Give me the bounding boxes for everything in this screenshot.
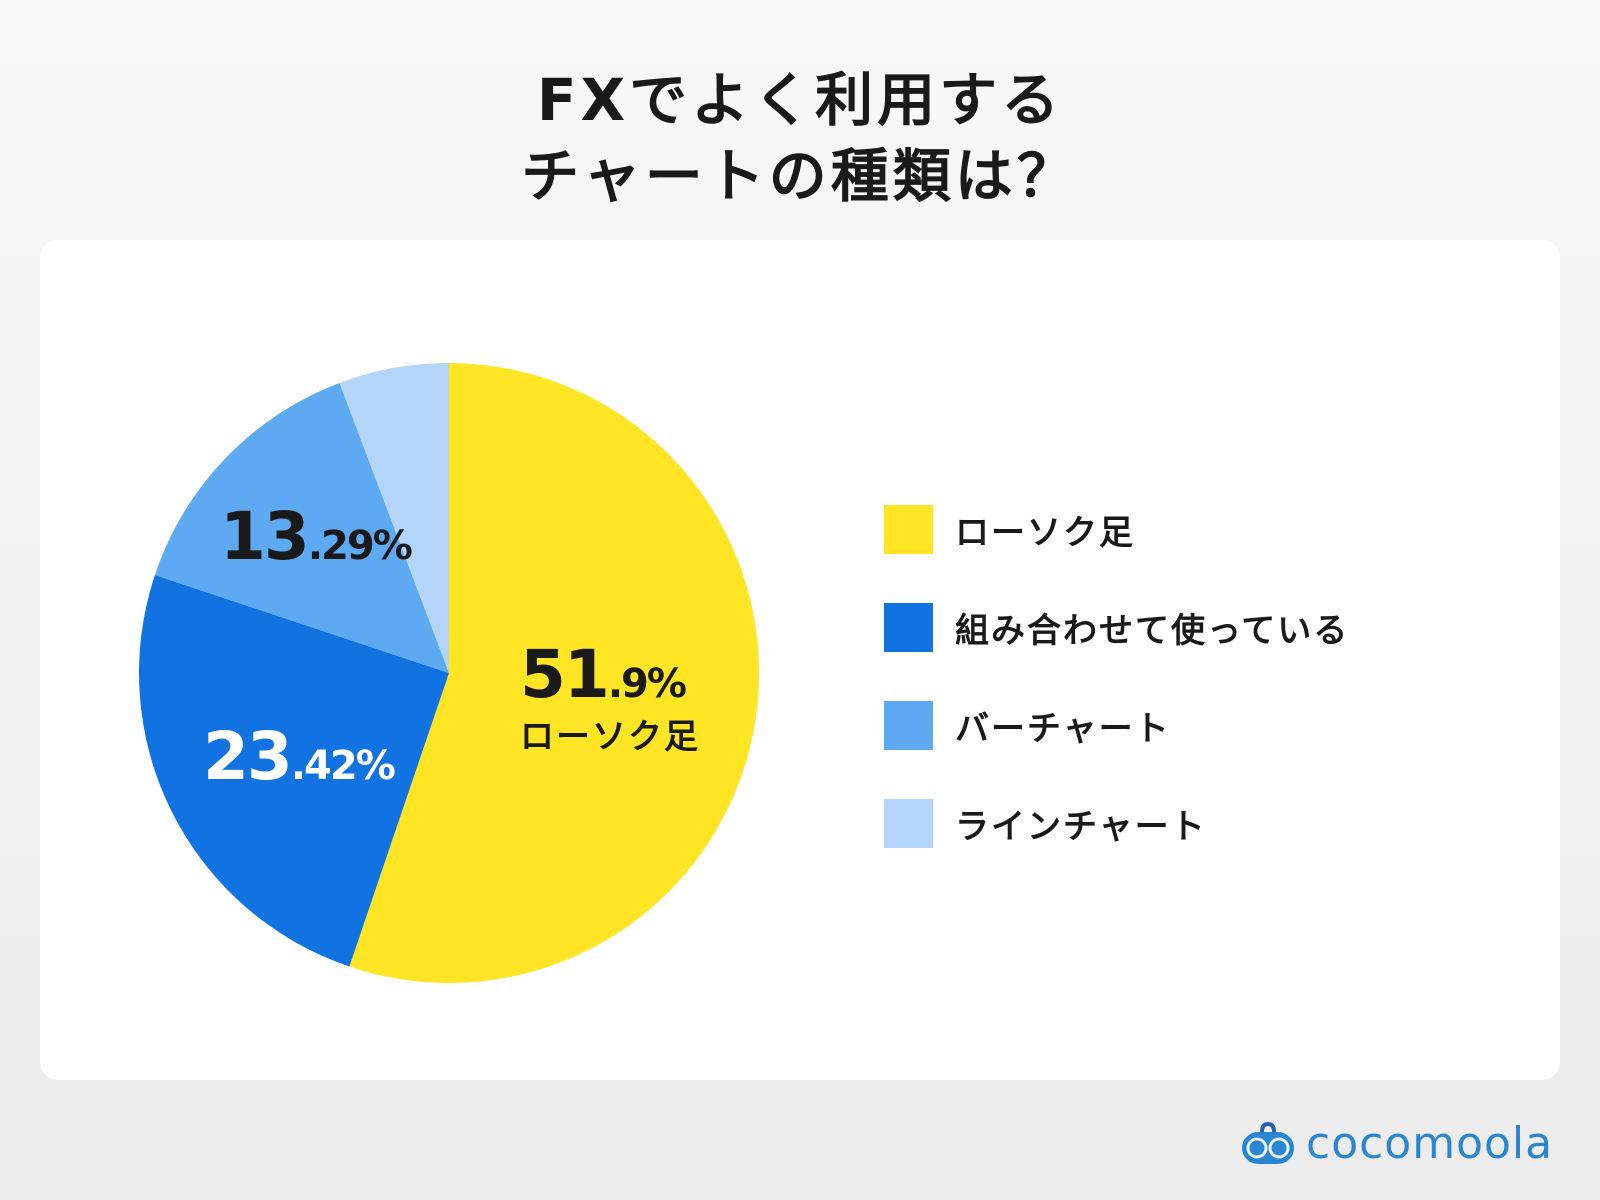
data-label-candlestick: 51.9% ローソク足 (520, 636, 700, 758)
legend-item: バーチャート (884, 701, 1349, 750)
data-label-combination: 23.42% (203, 718, 396, 795)
legend-label: ローソク足 (955, 513, 1135, 553)
legend-label: バーチャート (955, 709, 1171, 749)
data-label-bar-chart: 13.29% (220, 498, 413, 575)
data-label-value: 23 (203, 718, 293, 795)
title-line-1: FXでよく利用する (536, 66, 1064, 134)
data-label-category: ローソク足 (520, 717, 700, 757)
logo-text: cocomoola (1306, 1118, 1554, 1169)
data-label-value: 51 (520, 636, 610, 713)
title-line-2: チャートの種類は？ (521, 142, 1079, 210)
data-label-decimal: .29% (307, 523, 413, 569)
legend-item: ラインチャート (884, 799, 1349, 848)
cocomoola-logo: cocomoola (1240, 1118, 1553, 1169)
legend-item: 組み合わせて使っている (884, 603, 1349, 652)
pie-slice-0 (349, 363, 760, 984)
logo-icon (1242, 1121, 1294, 1164)
data-label-decimal: .9% (607, 661, 687, 707)
legend-swatch (884, 799, 933, 848)
pie-slice-1 (139, 575, 449, 967)
legend-swatch (884, 505, 933, 554)
pie-chart (139, 363, 760, 984)
pie-slice-2 (154, 382, 449, 673)
chart-title: FXでよく利用する チャートの種類は？ (0, 62, 1600, 214)
data-label-decimal: .42% (290, 743, 396, 789)
pie-slice-3 (339, 363, 449, 673)
legend: ローソク足 組み合わせて使っている バーチャート ラインチャート (884, 505, 1349, 897)
data-label-value: 13 (220, 498, 310, 575)
legend-label: 組み合わせて使っている (955, 611, 1350, 651)
chart-card: 51.9% ローソク足 23.42% 13.29% (40, 240, 1560, 1080)
legend-label: ラインチャート (955, 807, 1207, 847)
legend-swatch (884, 701, 933, 750)
legend-item: ローソク足 (884, 505, 1349, 554)
legend-swatch (884, 603, 933, 652)
